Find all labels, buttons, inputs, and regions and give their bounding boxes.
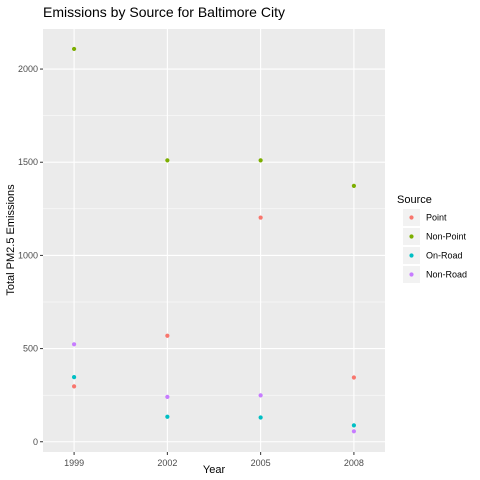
x-tick-label: 2008 <box>344 458 364 468</box>
x-tick-label: 2005 <box>251 458 271 468</box>
chart-title: Emissions by Source for Baltimore City <box>43 4 285 20</box>
data-point <box>71 384 77 389</box>
legend-label: On-Road <box>426 251 463 261</box>
legend-label: Non-Point <box>426 232 467 242</box>
x-axis-title: Year <box>203 464 226 476</box>
legend-label: Point <box>426 213 447 223</box>
y-tick-label: 1000 <box>18 250 38 260</box>
x-axis-ticks: 1999 2002 2005 2008 <box>64 452 364 468</box>
data-points <box>71 46 357 434</box>
legend-swatch <box>409 272 414 277</box>
data-point <box>165 333 170 338</box>
legend-title: Source <box>397 194 432 206</box>
data-point <box>351 375 357 380</box>
data-point <box>258 393 263 398</box>
legend-swatch <box>409 253 414 258</box>
x-tick-label: 1999 <box>64 458 84 468</box>
data-point <box>351 423 357 428</box>
data-point <box>351 183 357 189</box>
data-point <box>351 429 357 434</box>
data-point <box>258 415 263 420</box>
legend-swatch <box>409 215 414 220</box>
data-point <box>258 215 263 220</box>
y-tick-label: 0 <box>33 437 38 447</box>
x-tick-label: 2002 <box>157 458 177 468</box>
legend-label: Non-Road <box>426 270 467 280</box>
y-tick-label: 2000 <box>18 64 38 74</box>
legend: Source Point Non-Point On-Road Non-Road <box>397 194 467 283</box>
plot-panel <box>43 29 385 452</box>
y-tick-label: 1500 <box>18 157 38 167</box>
data-point <box>165 394 170 399</box>
data-point <box>165 414 170 419</box>
grid-lines <box>43 29 385 452</box>
y-axis-ticks: 0 500 1000 1500 2000 <box>18 64 43 447</box>
legend-swatch <box>409 234 414 239</box>
data-point <box>71 374 77 380</box>
data-point <box>71 342 77 347</box>
data-point <box>258 158 263 163</box>
data-point <box>165 158 170 163</box>
y-tick-label: 500 <box>23 344 38 354</box>
y-axis-title: Total PM2.5 Emissions <box>5 184 17 296</box>
data-point <box>71 46 77 52</box>
